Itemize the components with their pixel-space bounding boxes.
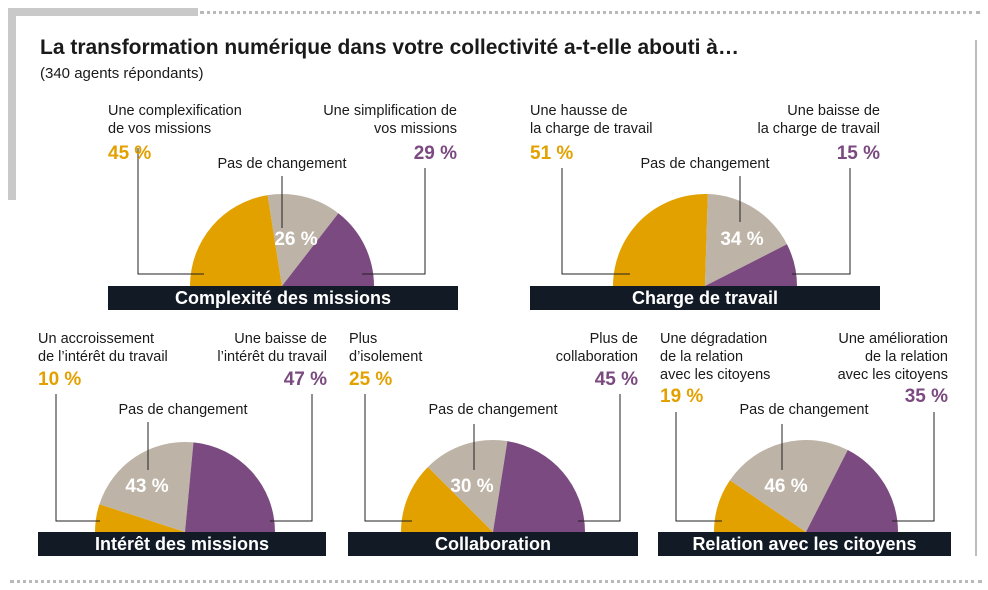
chart-2-right-label: Une baisse de la charge de travail xyxy=(757,103,880,137)
frame-corner-left xyxy=(8,8,16,200)
chart-4-mid-pct: 30 % xyxy=(450,476,494,497)
chart-5-right-pct: 35 % xyxy=(904,386,948,407)
chart-2-left-pct: 51 % xyxy=(530,143,574,164)
chart-4-slice-1 xyxy=(401,466,493,532)
chart-1-right-label: Une simplification de vos missions xyxy=(323,103,457,137)
chart-3-right-label: Une baisse de l’intérêt du travail xyxy=(217,331,327,365)
chart-3-slice-2 xyxy=(99,442,194,532)
chart-1-slice-2 xyxy=(267,193,339,286)
chart-4-title-bar: Collaboration xyxy=(348,532,638,556)
page-subtitle: (340 agents répondants) xyxy=(40,65,204,82)
chart-4-left-pct: 25 % xyxy=(349,369,393,390)
chart-1-left-label: Une complexification de vos missions xyxy=(108,103,242,137)
chart-2-left-leader xyxy=(561,168,630,275)
chart-3-title-bar: Intérêt des missions xyxy=(38,532,326,556)
chart-2-right-pct: 15 % xyxy=(836,143,880,164)
chart-2-slice-1 xyxy=(613,194,708,286)
page-title: La transformation numérique dans votre c… xyxy=(40,36,739,59)
chart-1-mid-label: Pas de changement xyxy=(217,156,347,172)
chart-3-slice-3 xyxy=(185,442,275,532)
chart-4-right-leader xyxy=(578,394,621,522)
chart-1-right-leader xyxy=(362,168,426,275)
chart-5-left-label: Une dégradation de la relation avec les … xyxy=(660,331,771,383)
chart-3-left-leader xyxy=(55,394,100,522)
chart-5-slice-2 xyxy=(729,440,848,532)
chart-4-slice-3 xyxy=(493,441,585,532)
chart-5-right-leader xyxy=(892,412,935,522)
chart-5-title-bar: Relation avec les citoyens xyxy=(658,532,951,556)
chart-5-slice-1 xyxy=(714,480,806,532)
chart-3-left-pct: 10 % xyxy=(38,369,82,390)
chart-4-right-pct: 45 % xyxy=(594,369,638,390)
chart-3-right-pct: 47 % xyxy=(283,369,327,390)
chart-1-mid-pct: 26 % xyxy=(274,229,318,250)
frame-corner-top xyxy=(8,8,198,16)
chart-5-mid-label: Pas de changement xyxy=(739,402,869,418)
dotted-rule-bottom xyxy=(10,580,982,583)
chart-2-title-bar: Charge de travail xyxy=(530,286,880,310)
chart-2-slice-3 xyxy=(705,244,797,286)
chart-3-right-leader xyxy=(270,394,313,522)
chart-3-slice-1 xyxy=(95,504,185,532)
chart-4-right-label: Plus de collaboration xyxy=(555,331,638,365)
chart-4-slice-2 xyxy=(427,439,508,532)
chart-2-mid-pct: 34 % xyxy=(720,229,764,250)
chart-4-left-label: Plus d’isolement xyxy=(349,331,423,365)
chart-1-right-pct: 29 % xyxy=(413,143,457,164)
chart-1-slice-3 xyxy=(282,213,374,286)
chart-1-left-leader xyxy=(137,148,204,275)
chart-5-left-leader xyxy=(675,412,722,522)
chart-4-left-leader xyxy=(364,394,412,522)
chart-1-slice-1 xyxy=(190,195,282,286)
chart-2-slice-2 xyxy=(705,194,787,286)
chart-2-right-leader xyxy=(792,168,851,275)
chart-3-mid-pct: 43 % xyxy=(125,476,169,497)
chart-1-left-pct: 45 % xyxy=(108,143,152,164)
chart-5-slice-3 xyxy=(806,450,898,532)
chart-3-left-label: Un accroissement de l’intérêt du travail xyxy=(38,331,168,365)
chart-3-mid-label: Pas de changement xyxy=(118,402,248,418)
chart-1-title-bar: Complexité des missions xyxy=(108,286,458,310)
dotted-rule-top xyxy=(200,11,980,14)
chart-5-right-label: Une amélioration de la relation avec les… xyxy=(837,331,948,383)
chart-2-left-label: Une hausse de la charge de travail xyxy=(530,103,653,137)
vertical-rule xyxy=(975,40,977,556)
chart-2-mid-label: Pas de changement xyxy=(640,156,770,172)
chart-4-mid-label: Pas de changement xyxy=(428,402,558,418)
chart-5-left-pct: 19 % xyxy=(660,386,704,407)
chart-5-mid-pct: 46 % xyxy=(764,476,808,497)
